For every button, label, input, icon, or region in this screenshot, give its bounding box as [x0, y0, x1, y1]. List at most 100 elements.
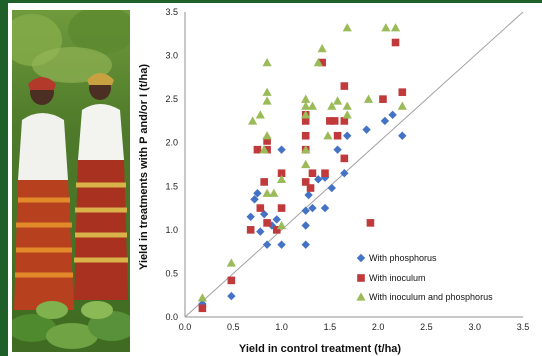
x-tick-label: 3.0: [468, 322, 481, 332]
left-accent-bar: [0, 0, 8, 356]
reference-line: [184, 11, 524, 318]
data-point-diamond: [304, 190, 313, 200]
legend-item-inoculum: With inoculum: [357, 273, 426, 283]
data-point-triangle: [259, 145, 269, 154]
legend-marker-square: [357, 274, 365, 282]
data-point-triangle: [255, 110, 265, 119]
legend-label-phosphorus: With phosphorus: [369, 253, 437, 263]
data-point-diamond: [246, 212, 255, 221]
legend-label-inoculum: With inoculum: [369, 273, 426, 283]
data-point-diamond: [340, 169, 349, 178]
data-point-diamond: [301, 221, 310, 230]
data-point-diamond: [256, 227, 265, 236]
y-tick-label: 3.5: [165, 7, 178, 17]
data-point-diamond: [259, 209, 269, 219]
data-point-triangle: [323, 131, 333, 140]
data-point-triangle: [262, 131, 272, 140]
data-point-square: [277, 169, 286, 178]
data-point-square: [333, 131, 342, 140]
data-point-triangle: [301, 94, 311, 103]
data-point-square: [306, 184, 315, 192]
data-point-diamond: [253, 189, 262, 198]
legend-item-inoculum-phosphorus: With inoculum and phosphorus: [356, 292, 493, 302]
data-point-diamond: [333, 145, 342, 154]
data-point-triangle: [262, 87, 272, 96]
legend: With phosphorus With inoculum With inocu…: [356, 253, 493, 302]
data-point-diamond: [272, 215, 281, 224]
data-point-square: [366, 219, 375, 227]
legend-item-phosphorus: With phosphorus: [356, 253, 437, 263]
data-point-square: [398, 88, 407, 96]
data-point-square: [301, 178, 310, 186]
data-point-triangle: [301, 159, 311, 169]
data-point-square: [246, 226, 255, 234]
data-point-triangle: [262, 96, 272, 105]
farmers-in-field-photo: [12, 10, 130, 352]
data-point-diamond: [320, 203, 330, 213]
y-tick-label: 0.5: [165, 268, 178, 278]
y-axis-ticks: 0.0 0.5 1.0 1.5 2.0 2.5 3.0 3.5: [165, 7, 178, 322]
y-tick-label: 2.5: [165, 94, 178, 104]
x-tick-label: 0.0: [179, 322, 192, 332]
x-tick-label: 2.0: [372, 322, 385, 332]
data-point-triangle: [342, 101, 352, 110]
x-axis-title: Yield in control treatment (t/ha): [239, 343, 401, 355]
x-tick-label: 2.5: [420, 322, 433, 332]
data-point-square: [340, 82, 349, 90]
x-tick-label: 1.0: [275, 322, 288, 332]
data-point-square: [301, 131, 310, 140]
data-point-triangle: [307, 101, 318, 110]
data-point-diamond: [314, 175, 323, 184]
data-point-triangle: [262, 188, 272, 197]
y-tick-label: 0.0: [165, 312, 178, 322]
data-point-diamond: [308, 203, 317, 213]
data-points: [197, 23, 407, 313]
x-axis-ticks: 0.0 0.5 1.0 1.5 2.0 2.5 3.0 3.5: [179, 322, 530, 332]
data-point-square: [308, 169, 317, 178]
data-point-square: [379, 95, 387, 103]
x-tick-label: 1.5: [324, 322, 337, 332]
data-point-square: [391, 38, 400, 47]
data-point-triangle: [301, 145, 311, 154]
data-point-diamond: [227, 291, 236, 301]
legend-marker-diamond: [356, 253, 366, 263]
data-point-triangle: [276, 220, 287, 230]
y-tick-label: 1.0: [165, 225, 178, 235]
y-axis-title: Yield in treatments with P and/or I (t/h…: [138, 64, 150, 270]
data-point-square: [321, 169, 329, 178]
data-point-square: [263, 219, 271, 227]
data-point-square: [253, 145, 262, 154]
data-point-diamond: [327, 183, 336, 193]
data-point-triangle: [317, 44, 327, 53]
data-point-triangle: [301, 110, 311, 119]
y-tick-label: 1.5: [165, 181, 178, 191]
data-point-square: [227, 276, 236, 285]
data-point-triangle: [226, 258, 236, 267]
axes: [184, 12, 523, 318]
legend-marker-triangle: [356, 292, 366, 301]
data-point-triangle: [342, 23, 352, 32]
data-point-square: [330, 117, 339, 125]
x-tick-label: 3.5: [517, 322, 530, 332]
data-point-square: [301, 117, 310, 125]
data-point-square: [340, 117, 349, 125]
data-point-triangle: [390, 23, 401, 32]
data-point-triangle: [269, 188, 279, 197]
data-point-triangle: [381, 23, 391, 32]
data-point-square: [340, 154, 349, 163]
data-point-triangle: [363, 94, 374, 103]
data-point-diamond: [301, 206, 310, 215]
data-point-diamond: [388, 110, 397, 120]
data-point-diamond: [262, 240, 272, 249]
data-point-diamond: [277, 240, 286, 249]
data-point-square: [256, 204, 265, 212]
top-accent-bar: [0, 0, 542, 3]
data-point-triangle: [197, 293, 207, 302]
scatter-chart: 0.0 0.5 1.0 1.5 2.0 2.5 3.0 3.5 0.0 0.5 1.0 1.5 2.0…: [138, 7, 530, 355]
data-point-square: [260, 178, 268, 186]
data-point-diamond: [250, 195, 259, 204]
data-point-triangle: [342, 110, 352, 119]
data-point-triangle: [397, 101, 407, 110]
data-point-diamond: [380, 116, 390, 126]
data-point-diamond: [343, 131, 352, 140]
